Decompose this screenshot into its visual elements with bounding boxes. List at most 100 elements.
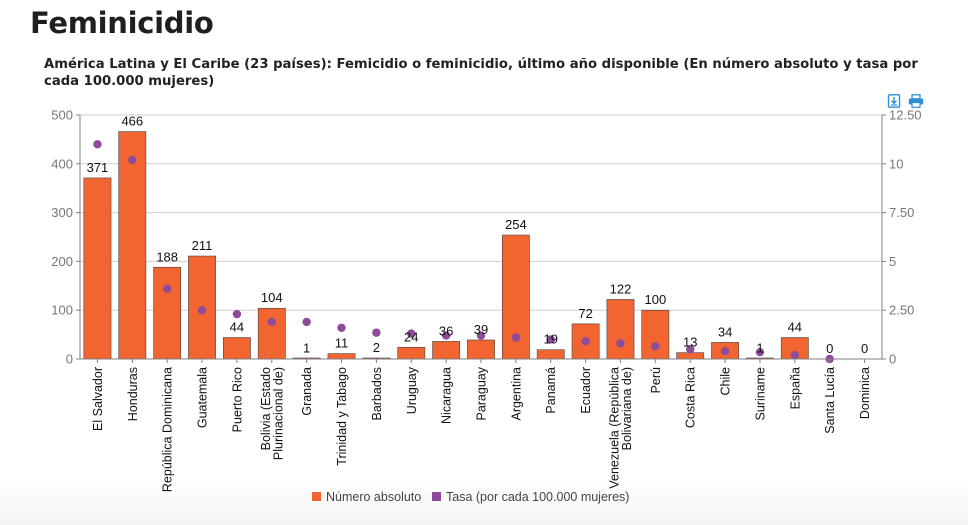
x-tick-label: Honduras (126, 367, 140, 421)
y-right-tick-label: 12.50 (889, 108, 922, 123)
bar[interactable] (536, 349, 565, 360)
y-left-tick-label: 400 (51, 156, 73, 171)
x-tick-label: Barbados (370, 367, 384, 421)
x-tick-label-line: España (788, 367, 802, 409)
x-tick-label: El Salvador (91, 367, 105, 431)
rate-point[interactable] (441, 331, 451, 340)
rate-point[interactable] (476, 331, 486, 340)
bar-value-label: 24 (404, 329, 418, 344)
x-tick-label-line: Bolivia (Estado (259, 367, 273, 450)
rate-point[interactable] (372, 328, 381, 337)
bar[interactable] (257, 307, 286, 360)
x-tick-label-line: Panamá (544, 367, 558, 414)
x-tick-label: Costa Rica (684, 367, 698, 428)
x-tick-label: Chile (719, 367, 733, 396)
x-tick-label: Suriname (753, 367, 767, 421)
rate-point[interactable] (407, 329, 416, 338)
x-tick-label-line: Honduras (126, 367, 140, 421)
x-tick-label-line: Puerto Rico (230, 367, 244, 432)
x-tick-label-line: Uruguay (405, 366, 419, 414)
bar-value-label: 34 (718, 324, 732, 339)
y-left-tick-label: 0 (66, 352, 73, 367)
x-tick-label: España (788, 367, 802, 409)
bar[interactable] (676, 352, 705, 360)
bar-value-label: 122 (610, 281, 632, 296)
x-tick-label: Nicaragua (440, 367, 454, 424)
x-tick-label-line: Paraguay (475, 366, 489, 420)
bar-value-label: 1 (303, 341, 310, 356)
bar[interactable] (397, 346, 426, 360)
rate-point[interactable] (197, 306, 207, 315)
x-tick-label-line: Guatemala (196, 367, 210, 428)
rate-point[interactable] (616, 339, 625, 348)
rate-point[interactable] (128, 155, 137, 165)
legend-swatch-dot (432, 492, 441, 501)
bar-value-label: 0 (826, 341, 833, 356)
x-tick-label: Uruguay (405, 366, 419, 414)
rate-point[interactable] (511, 333, 521, 342)
x-tick-label-line: Costa Rica (684, 367, 698, 428)
print-icon[interactable] (908, 94, 924, 108)
x-tick-label-line: El Salvador (91, 367, 105, 431)
rate-point[interactable] (93, 140, 102, 149)
x-tick-label-line: Bolivariana de) (620, 367, 634, 450)
bar-value-label: 0 (861, 341, 868, 356)
bar-value-label: 211 (192, 238, 213, 253)
rate-point[interactable] (686, 345, 695, 354)
x-tick-label-line: Suriname (753, 367, 767, 421)
rate-point[interactable] (302, 317, 311, 327)
rate-point[interactable] (337, 323, 346, 332)
legend-label[interactable]: Número absoluto (326, 490, 421, 504)
bar-value-label: 72 (578, 306, 592, 321)
bar[interactable] (153, 266, 182, 360)
y-left-tick-label: 200 (51, 254, 73, 269)
bar-value-label: 466 (121, 114, 143, 129)
x-tick-label: Dominica (858, 367, 872, 419)
bar-value-label: 39 (474, 322, 488, 337)
x-tick-label: República Dominicana (161, 367, 175, 492)
x-tick-label-line: Granada (300, 367, 314, 416)
x-tick-label-line: Chile (719, 367, 733, 396)
bar-value-label: 11 (335, 336, 349, 351)
rate-point[interactable] (790, 350, 800, 360)
y-right-tick-label: 5 (889, 254, 896, 269)
bar[interactable] (641, 309, 670, 360)
y-right-tick-label: 2.50 (889, 303, 914, 318)
rate-point[interactable] (651, 342, 660, 351)
legend-label[interactable]: Tasa (por cada 100.000 mujeres) (446, 490, 629, 504)
rate-point[interactable] (581, 337, 590, 346)
bar-value-label: 188 (156, 249, 178, 264)
chart-subtitle: América Latina y El Caribe (23 países): … (44, 57, 918, 89)
x-tick-label: Granada (300, 367, 314, 416)
x-tick-label: Santa Lucía (823, 367, 837, 434)
bar-value-label: 44 (788, 320, 802, 335)
rate-point[interactable] (232, 309, 242, 319)
bar[interactable] (432, 341, 461, 360)
bar[interactable] (223, 337, 251, 360)
bar[interactable] (606, 299, 635, 360)
download-icon[interactable] (887, 94, 901, 108)
rate-point[interactable] (755, 347, 765, 357)
x-tick-label-line: Venezuela (República (608, 367, 622, 489)
bar[interactable] (327, 353, 356, 360)
rate-point[interactable] (546, 335, 555, 344)
rate-point[interactable] (162, 284, 172, 293)
x-tick-labels: El Salvador Honduras República Dominicana G… (91, 366, 872, 492)
bar-value-label: 44 (230, 320, 244, 335)
y-left-tick-label: 300 (51, 205, 73, 220)
rate-point[interactable] (720, 346, 730, 356)
footer-band (0, 478, 968, 525)
x-tick-label-line: Argentina (509, 367, 523, 421)
bar[interactable] (83, 177, 112, 360)
y-right-tick-label: 7.50 (889, 205, 914, 220)
bar[interactable] (118, 131, 147, 360)
x-tick-label-line: República Dominicana (161, 367, 175, 492)
rate-point[interactable] (267, 317, 276, 327)
bar[interactable] (467, 339, 495, 360)
y-right-tick-label: 0 (889, 352, 896, 367)
